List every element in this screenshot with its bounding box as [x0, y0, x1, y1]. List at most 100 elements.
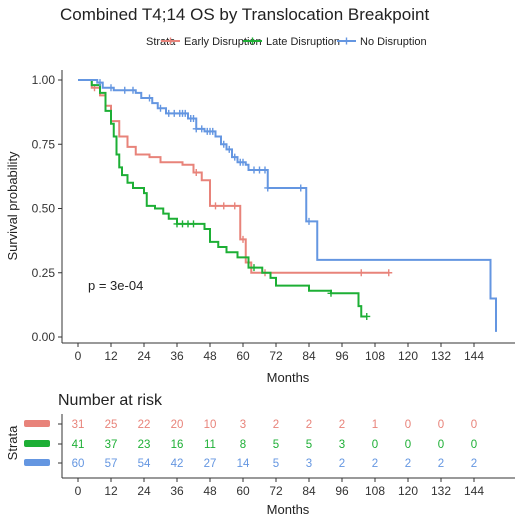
risk-count: 0: [438, 439, 444, 451]
x-tick-label: 84: [302, 349, 316, 363]
censor-mark: [239, 158, 247, 166]
risk-x-tick-label: 120: [398, 484, 418, 498]
legend: Strata Early Disruption Late Disruption No…: [146, 36, 427, 48]
risk-x-tick-label: 96: [335, 484, 349, 498]
risk-count: 14: [237, 458, 250, 470]
censor-mark: [261, 166, 269, 174]
y-tick-label: 0.00: [32, 330, 56, 344]
risk-count: 27: [204, 458, 217, 470]
strata-key: [24, 440, 50, 447]
y-tick-label: 0.50: [32, 202, 56, 216]
censor-mark: [107, 84, 115, 92]
censor-mark: [239, 235, 247, 243]
y-axis-title: Survival probability: [5, 151, 20, 261]
risk-count: 0: [405, 439, 411, 451]
legend-key-censor: [343, 37, 350, 45]
censor-mark: [220, 140, 228, 148]
x-tick-label: 132: [431, 349, 451, 363]
risk-x-tick-label: 12: [104, 484, 118, 498]
censor-mark: [231, 202, 239, 210]
chart-title: Combined T4;14 OS by Translocation Break…: [60, 5, 429, 24]
risk-count: 5: [273, 458, 279, 470]
risk-x-tick-label: 132: [431, 484, 451, 498]
strata-key: [24, 420, 50, 427]
risk-x-tick-label: 72: [269, 484, 283, 498]
risk-count: 2: [405, 458, 411, 470]
risk-count: 0: [471, 419, 477, 431]
risk-x-tick-label: 108: [365, 484, 385, 498]
risk-table-y-title: Strata: [5, 425, 20, 460]
risk-x-tick-label: 60: [236, 484, 250, 498]
survival-curve-0: [78, 79, 389, 274]
risk-count: 20: [171, 419, 184, 431]
legend-label: Early Disruption: [184, 36, 262, 48]
x-tick-label: 0: [75, 349, 82, 363]
risk-x-tick-label: 36: [170, 484, 184, 498]
risk-count: 2: [273, 419, 279, 431]
risk-count: 41: [72, 439, 85, 451]
risk-count: 16: [171, 439, 184, 451]
risk-x-tick-label: 24: [137, 484, 151, 498]
survival-curve-1: [78, 79, 367, 318]
risk-count: 2: [339, 458, 345, 470]
x-tick-label: 48: [203, 349, 217, 363]
censor-mark: [198, 125, 206, 133]
risk-table-x-title: Months: [267, 502, 310, 517]
risk-count: 25: [105, 419, 118, 431]
y-tick-label: 1.00: [32, 73, 56, 87]
y-tick-label: 0.75: [32, 137, 56, 151]
plot-panel: 0.00 0.25 0.50 0.75 1.00 0 12 24 36 48 60 72 84 96 10…: [5, 70, 515, 385]
risk-count: 37: [105, 439, 118, 451]
risk-x-tick-label: 144: [464, 484, 484, 498]
censor-mark: [225, 145, 233, 153]
risk-count: 2: [471, 458, 477, 470]
x-tick-label: 72: [269, 349, 283, 363]
censor-mark: [220, 202, 228, 210]
p-value-annotation: p = 3e-04: [88, 278, 143, 293]
x-tick-label: 60: [236, 349, 250, 363]
risk-count: 10: [204, 419, 217, 431]
x-tick-label: 120: [398, 349, 418, 363]
censor-mark: [212, 202, 219, 210]
x-axis-title: Months: [267, 370, 310, 385]
risk-count: 22: [138, 419, 151, 431]
risk-count: 54: [138, 458, 151, 470]
legend-label: No Disruption: [360, 36, 427, 48]
legend-key-censor: [167, 37, 174, 45]
risk-count: 1: [372, 419, 378, 431]
risk-count: 3: [339, 439, 345, 451]
risk-count: 5: [306, 439, 312, 451]
x-tick-label: 108: [365, 349, 385, 363]
risk-count: 3: [306, 458, 312, 470]
strata-key: [24, 459, 50, 466]
x-tick-label: 12: [104, 349, 118, 363]
censor-mark: [357, 269, 365, 277]
risk-count: 23: [138, 439, 151, 451]
censor-mark: [297, 184, 305, 192]
censor-mark: [121, 86, 129, 94]
censor-mark: [250, 264, 258, 272]
censor-mark: [264, 184, 272, 192]
censor-mark: [363, 312, 371, 320]
censor-mark: [385, 269, 393, 277]
x-tick-label: 144: [464, 349, 484, 363]
risk-count: 11: [204, 439, 216, 451]
risk-count: 8: [240, 439, 246, 451]
risk-x-tick-label: 0: [75, 484, 82, 498]
survival-curve-2: [78, 79, 497, 332]
censor-mark: [231, 153, 239, 161]
censor-mark: [181, 109, 189, 117]
risk-count: 2: [438, 458, 444, 470]
risk-count: 42: [171, 458, 184, 470]
x-tick-label: 24: [137, 349, 151, 363]
risk-table-title: Number at risk: [58, 392, 163, 409]
risk-x-tick-label: 48: [203, 484, 217, 498]
x-tick-label: 96: [335, 349, 349, 363]
risk-table: Number at risk 31 25 22 20 10 3 2 2 2 1 0 0 041 37 23 1…: [5, 392, 515, 517]
censor-mark: [209, 127, 217, 135]
censor-mark: [96, 79, 104, 87]
risk-count: 3: [240, 419, 246, 431]
risk-count: 0: [372, 439, 378, 451]
risk-x-tick-label: 84: [302, 484, 316, 498]
